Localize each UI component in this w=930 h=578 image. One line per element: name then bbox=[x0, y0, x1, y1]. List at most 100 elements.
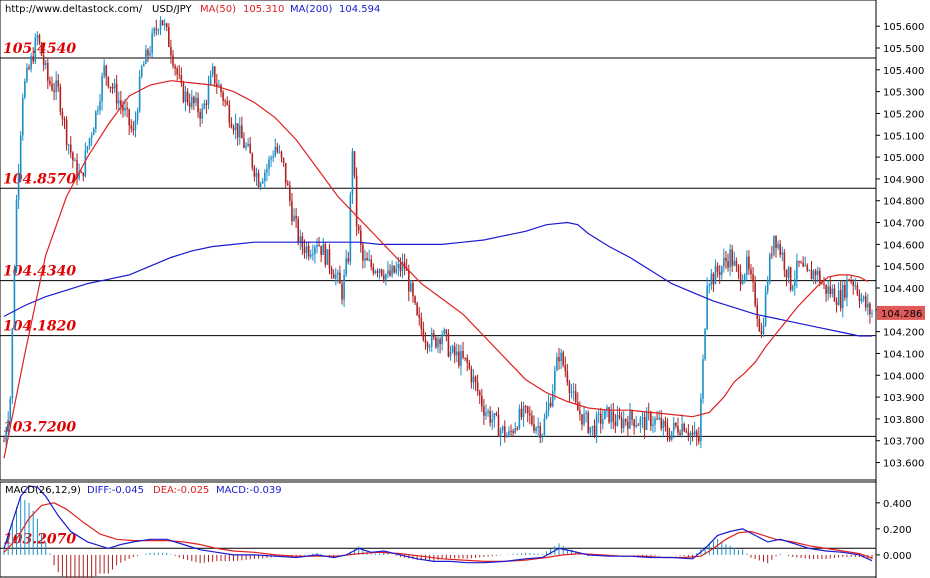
candle-body bbox=[276, 146, 279, 152]
candle-body bbox=[737, 265, 740, 273]
candle-body bbox=[610, 411, 612, 423]
candle-body bbox=[785, 269, 788, 278]
candle-body bbox=[439, 339, 441, 345]
candle-body bbox=[424, 340, 427, 344]
candle-body bbox=[426, 343, 429, 348]
candle-body bbox=[541, 434, 544, 438]
candle-body bbox=[410, 282, 412, 292]
candle-body bbox=[55, 80, 57, 92]
candle-body bbox=[526, 406, 529, 414]
candle-body bbox=[57, 80, 60, 87]
candle-body bbox=[627, 421, 629, 429]
candle-body bbox=[255, 172, 258, 177]
candle-body bbox=[286, 183, 289, 186]
candle-body bbox=[307, 245, 310, 257]
candle-body bbox=[205, 103, 208, 105]
candle-body bbox=[224, 100, 226, 102]
candle-body bbox=[618, 415, 621, 418]
y-tick-label: 104.600 bbox=[883, 240, 924, 251]
candle-body bbox=[483, 406, 485, 416]
candle-body bbox=[451, 346, 454, 352]
candle-body bbox=[660, 417, 663, 429]
candle-body bbox=[138, 76, 141, 112]
candle-body bbox=[387, 270, 389, 275]
candle-body bbox=[816, 270, 819, 276]
candle-body bbox=[827, 286, 829, 294]
candle-body bbox=[36, 35, 39, 38]
level-label: 105.4540 bbox=[3, 41, 76, 57]
candle-body bbox=[312, 254, 314, 256]
candle-body bbox=[764, 291, 767, 326]
candle-body bbox=[455, 351, 458, 356]
candle-body bbox=[468, 362, 471, 369]
candle-body bbox=[766, 281, 769, 292]
candle-body bbox=[195, 97, 197, 104]
candle-body bbox=[693, 431, 696, 435]
candle-body bbox=[186, 91, 189, 103]
candle-body bbox=[773, 235, 775, 255]
candle-body bbox=[109, 86, 112, 88]
candle-body bbox=[168, 27, 170, 47]
candle-body bbox=[791, 286, 794, 290]
candle-body bbox=[702, 359, 704, 399]
y-tick-label: 104.100 bbox=[883, 349, 924, 360]
candle-body bbox=[725, 258, 727, 262]
candle-body bbox=[19, 135, 22, 174]
candle-body bbox=[570, 392, 573, 394]
candle-body bbox=[787, 267, 790, 278]
candle-body bbox=[145, 49, 147, 64]
candle-body bbox=[597, 413, 600, 415]
candle-body bbox=[395, 267, 398, 273]
candle-body bbox=[656, 418, 658, 420]
candle-body bbox=[501, 426, 504, 431]
candle-body bbox=[687, 432, 690, 436]
candle-body bbox=[389, 270, 391, 276]
level-label: 103.7200 bbox=[3, 419, 76, 435]
candle-body bbox=[668, 436, 671, 440]
candle-body bbox=[324, 244, 327, 265]
y-tick-label: 105.600 bbox=[883, 22, 924, 33]
candle-body bbox=[403, 262, 406, 269]
candle-body bbox=[147, 49, 149, 56]
last-price-tag-background bbox=[877, 305, 925, 320]
candle-body bbox=[222, 92, 224, 101]
candle-body bbox=[510, 431, 512, 433]
y-tick-label: 105.000 bbox=[883, 153, 924, 164]
candle-body bbox=[278, 151, 281, 153]
candle-body bbox=[24, 80, 26, 98]
candle-body bbox=[560, 352, 562, 362]
candle-body bbox=[69, 144, 72, 153]
candle-body bbox=[620, 417, 623, 429]
candle-body bbox=[213, 66, 216, 84]
candle-body bbox=[768, 254, 771, 282]
candle-body bbox=[334, 274, 337, 279]
candle-body bbox=[679, 432, 681, 435]
candle-body bbox=[161, 20, 164, 26]
candle-body bbox=[748, 256, 750, 270]
candle-body bbox=[531, 415, 533, 425]
candle-body bbox=[476, 382, 479, 392]
candle-body bbox=[130, 125, 133, 129]
candle-body bbox=[47, 63, 49, 81]
candle-body bbox=[474, 376, 477, 383]
macd-y-tick-label: 0.200 bbox=[883, 525, 912, 536]
candle-body bbox=[207, 84, 210, 105]
candle-body bbox=[316, 245, 318, 248]
candle-body bbox=[650, 413, 652, 426]
candle-body bbox=[583, 413, 585, 425]
ma50-series bbox=[3, 80, 869, 459]
candle-body bbox=[401, 262, 404, 272]
candle-body bbox=[261, 181, 264, 184]
candle-body bbox=[518, 408, 521, 429]
candle-body bbox=[107, 76, 110, 87]
candle-body bbox=[867, 303, 869, 308]
candle-body bbox=[284, 162, 287, 184]
candle-body bbox=[508, 431, 510, 435]
candle-body bbox=[495, 413, 498, 416]
candle-body bbox=[735, 260, 738, 266]
candle-body bbox=[236, 123, 239, 138]
candle-body bbox=[322, 244, 325, 255]
candle-body bbox=[430, 333, 433, 347]
candle-body bbox=[309, 254, 312, 257]
y-tick-label: 103.700 bbox=[883, 437, 924, 448]
